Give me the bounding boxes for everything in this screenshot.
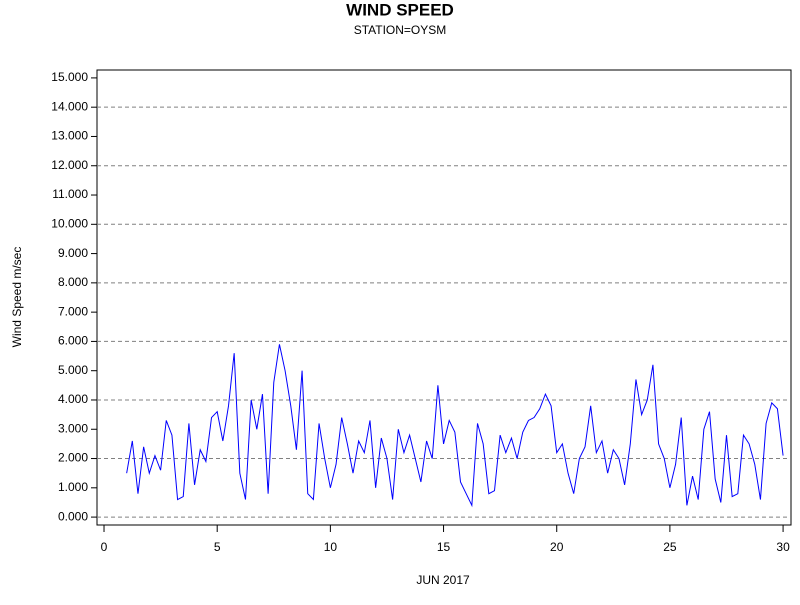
y-tick-label: 15.000 — [51, 70, 88, 84]
x-tick-label: 15 — [437, 540, 451, 554]
y-axis-label: Wind Speed m/sec — [10, 247, 24, 348]
y-tick-label: 11.000 — [52, 187, 88, 201]
y-tick-label: 10.000 — [51, 216, 88, 230]
x-tick-label: 0 — [101, 540, 108, 554]
x-tick-label: 5 — [214, 540, 221, 554]
y-tick-label: 8.000 — [58, 275, 88, 289]
y-tick-label: 13.000 — [51, 129, 88, 143]
y-tick-label: 3.000 — [58, 421, 88, 435]
x-tick-label: 30 — [776, 540, 790, 554]
y-tick-label: 1.000 — [58, 480, 88, 494]
y-tick-label: 5.000 — [58, 363, 88, 377]
x-tick-label: 10 — [324, 540, 338, 554]
wind-speed-line — [126, 344, 784, 508]
y-tick-label: 9.000 — [58, 246, 88, 260]
y-tick-label: 4.000 — [58, 392, 88, 406]
y-tick-label: 12.000 — [51, 158, 88, 172]
chart-title: WIND SPEED — [346, 0, 454, 19]
chart-subtitle: STATION=OYSM — [354, 23, 447, 37]
plot-frame — [96, 69, 792, 526]
x-tick-label: 20 — [550, 540, 564, 554]
x-axis-label: JUN 2017 — [416, 573, 470, 587]
y-tick-label: 14.000 — [51, 99, 88, 113]
y-tick-label: 7.000 — [58, 304, 88, 318]
y-tick-label: 2.000 — [58, 451, 88, 465]
y-tick-label: 0.000 — [58, 509, 88, 523]
y-tick-label: 6.000 — [58, 334, 88, 348]
x-tick-label: 25 — [663, 540, 677, 554]
